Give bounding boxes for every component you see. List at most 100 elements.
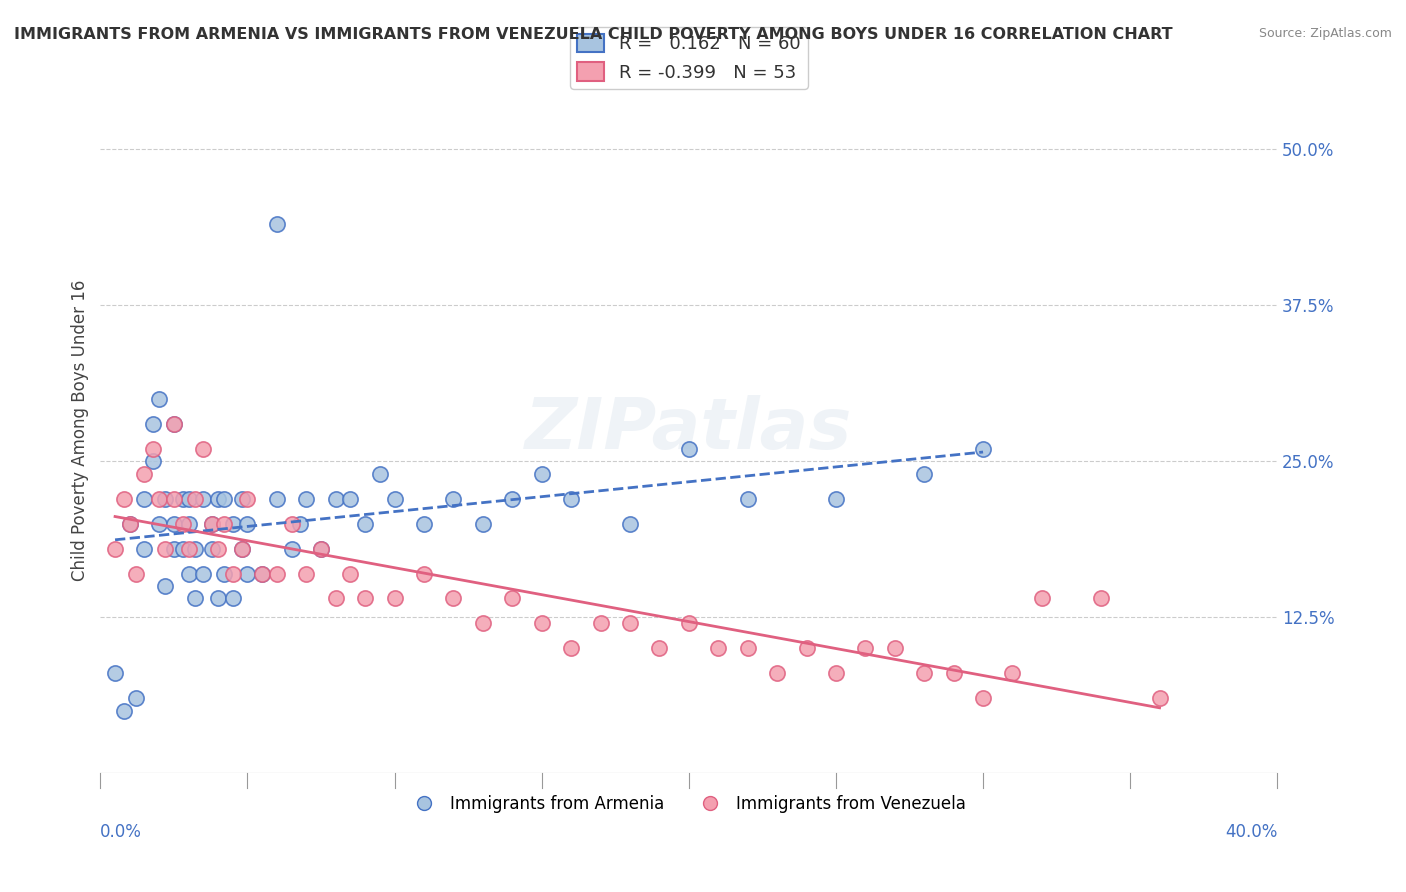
Point [1149,691,1171,706]
Point [737,491,759,506]
Point [471,616,494,631]
Point [201,516,224,531]
Point [207,591,229,606]
Point [163,417,186,431]
Point [163,541,186,556]
Point [560,491,582,506]
Legend: Immigrants from Armenia, Immigrants from Venezuela: Immigrants from Armenia, Immigrants from… [405,789,973,820]
Point [825,491,848,506]
Text: 40.0%: 40.0% [1225,823,1277,841]
Point [853,641,876,656]
Point [266,566,288,581]
Text: Source: ZipAtlas.com: Source: ZipAtlas.com [1258,27,1392,40]
Point [148,491,170,506]
Point [142,454,165,468]
Point [222,566,245,581]
Point [354,516,377,531]
Point [883,641,905,656]
Point [153,579,176,593]
Point [413,566,436,581]
Point [201,541,224,556]
Point [153,491,176,506]
Y-axis label: Child Poverty Among Boys Under 16: Child Poverty Among Boys Under 16 [72,279,89,581]
Point [112,491,135,506]
Point [250,566,273,581]
Point [134,467,156,481]
Point [384,591,406,606]
Point [183,491,205,506]
Point [1090,591,1112,606]
Text: 0.0%: 0.0% [100,823,142,841]
Point [222,591,245,606]
Point [148,516,170,531]
Point [134,491,156,506]
Point [589,616,612,631]
Point [1001,666,1024,681]
Point [124,691,146,706]
Point [280,516,302,531]
Point [148,392,170,406]
Point [619,516,641,531]
Point [124,566,146,581]
Point [648,641,671,656]
Point [501,491,523,506]
Point [796,641,818,656]
Point [1031,591,1053,606]
Point [163,417,186,431]
Point [183,591,205,606]
Point [471,516,494,531]
Point [266,217,288,231]
Point [236,566,259,581]
Point [912,666,935,681]
Point [250,566,273,581]
Point [441,491,464,506]
Point [177,491,200,506]
Point [501,591,523,606]
Point [212,516,235,531]
Point [266,491,288,506]
Point [207,491,229,506]
Point [193,491,215,506]
Point [309,541,332,556]
Point [172,541,194,556]
Point [212,491,235,506]
Point [104,666,127,681]
Point [354,591,377,606]
Point [560,641,582,656]
Point [163,516,186,531]
Point [309,541,332,556]
Text: ZIPatlas: ZIPatlas [524,395,852,465]
Point [339,491,361,506]
Point [153,541,176,556]
Point [368,467,391,481]
Point [825,666,848,681]
Point [212,566,235,581]
Point [942,666,965,681]
Point [172,516,194,531]
Point [413,516,436,531]
Point [201,516,224,531]
Point [177,566,200,581]
Point [236,516,259,531]
Point [280,541,302,556]
Point [231,541,253,556]
Point [325,591,347,606]
Point [766,666,789,681]
Point [325,491,347,506]
Point [104,541,127,556]
Point [619,616,641,631]
Point [912,467,935,481]
Point [172,491,194,506]
Point [207,541,229,556]
Point [193,442,215,456]
Text: IMMIGRANTS FROM ARMENIA VS IMMIGRANTS FROM VENEZUELA CHILD POVERTY AMONG BOYS UN: IMMIGRANTS FROM ARMENIA VS IMMIGRANTS FR… [14,27,1173,42]
Point [231,541,253,556]
Point [707,641,730,656]
Point [441,591,464,606]
Point [183,541,205,556]
Point [118,516,141,531]
Point [678,442,700,456]
Point [972,442,994,456]
Point [112,704,135,718]
Point [384,491,406,506]
